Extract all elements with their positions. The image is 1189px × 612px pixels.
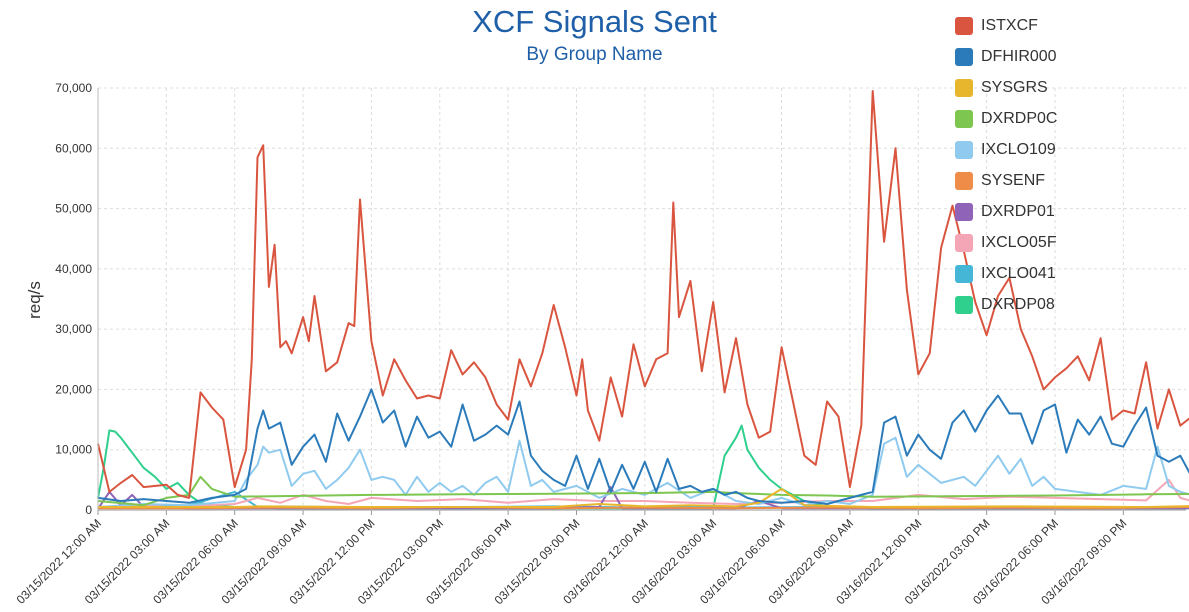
legend-label: IXCLO05F [981, 233, 1057, 251]
series-line-sysenf [98, 506, 1189, 510]
legend-swatch [955, 47, 973, 66]
legend-item-dxrdp08[interactable]: DXRDP08 [955, 289, 1057, 320]
legend-item-sysgrs[interactable]: SYSGRS [955, 72, 1057, 103]
series-line-ixclo05f [97, 478, 1189, 508]
legend-swatch [955, 202, 973, 221]
legend-label: SYSGRS [981, 78, 1048, 96]
chart-subtitle: By Group Name [526, 44, 663, 65]
legend-swatch [955, 295, 973, 314]
y-axis-label: req/s [25, 281, 44, 319]
legend-swatch [955, 171, 973, 190]
legend-label: IXCLO041 [981, 264, 1056, 282]
series-line-sysgrs [98, 487, 1189, 508]
legend-label: DXRDP01 [981, 202, 1055, 220]
y-tick-label: 50,000 [55, 202, 92, 216]
legend-label: DFHIR000 [981, 47, 1057, 65]
y-tick-label: 40,000 [55, 262, 92, 276]
legend-swatch [955, 264, 973, 283]
y-tick-label: 10,000 [55, 443, 92, 457]
y-tick-label: 70,000 [55, 81, 92, 95]
legend-swatch [955, 78, 973, 97]
legend-swatch [955, 233, 973, 252]
chart-title: XCF Signals Sent [472, 4, 717, 39]
y-tick-label: 0 [85, 503, 92, 517]
legend-item-ixclo109[interactable]: IXCLO109 [955, 134, 1057, 165]
y-tick-label: 20,000 [55, 382, 92, 396]
legend-label: ISTXCF [981, 16, 1038, 34]
legend-item-ixclo05f[interactable]: IXCLO05F [955, 227, 1057, 258]
legend-swatch [955, 16, 973, 35]
series-line-dfhir000 [97, 388, 1189, 505]
legend-label: IXCLO109 [981, 140, 1056, 158]
series-line-dxrdp0c [97, 475, 1189, 507]
legend: ISTXCF DFHIR000 SYSGRS DXRDP0C IXCLO109 SYSEN… [955, 10, 1057, 320]
legend-item-sysenf[interactable]: SYSENF [955, 165, 1057, 196]
series-line-istxcf [97, 90, 1189, 499]
legend-label: SYSENF [981, 171, 1046, 189]
legend-item-dxrdp01[interactable]: DXRDP01 [955, 196, 1057, 227]
series-line-ixclo109 [97, 436, 1189, 508]
legend-swatch [955, 109, 973, 128]
legend-item-ixclo041[interactable]: IXCLO041 [955, 258, 1057, 289]
y-tick-label: 60,000 [55, 141, 92, 155]
legend-label: DXRDP0C [981, 109, 1058, 127]
y-tick-label: 30,000 [55, 322, 92, 336]
legend-label: DXRDP08 [981, 295, 1055, 313]
legend-item-dxrdp0c[interactable]: DXRDP0C [955, 103, 1057, 134]
legend-item-istxcf[interactable]: ISTXCF [955, 10, 1057, 41]
legend-item-dfhir000[interactable]: DFHIR000 [955, 41, 1057, 72]
legend-swatch [955, 140, 973, 159]
